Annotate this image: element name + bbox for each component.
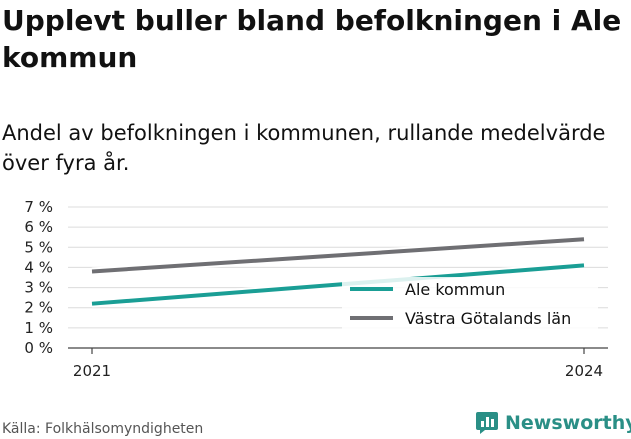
legend: Ale kommun Västra Götalands län	[342, 277, 598, 335]
series-lines	[91, 235, 585, 308]
y-axis-ticks: 0 % 1 % 2 % 3 % 4 % 5 % 6 % 7 %	[24, 198, 53, 357]
y-tick-label: 2 %	[24, 299, 53, 317]
y-tick-label: 5 %	[24, 238, 53, 256]
y-tick-label: 4 %	[24, 258, 53, 276]
chart-subtitle: Andel av befolkningen i kommunen, rullan…	[2, 121, 606, 175]
y-tick-label: 7 %	[24, 198, 53, 216]
source-note: Källa: Folkhälsomyndigheten	[2, 421, 204, 437]
y-tick-label: 3 %	[24, 279, 53, 297]
x-tick-label: 2021	[73, 362, 111, 380]
line-chart: 0 % 1 % 2 % 3 % 4 % 5 % 6 % 7 % 2021 2024 Ale ko…	[24, 198, 608, 380]
legend-background	[342, 277, 598, 335]
brand-logo: Newsworthy	[476, 408, 631, 438]
y-tick-label: 0 %	[24, 339, 53, 357]
brand-name: Newsworthy	[505, 412, 631, 434]
legend-label: Ale kommun	[405, 280, 505, 299]
x-tick-label: 2024	[565, 362, 603, 380]
bar-chart-logo-icon	[476, 412, 498, 434]
x-axis-ticks: 2021 2024	[73, 348, 603, 380]
chart-title: Upplevt buller bland befolkningen i Ale …	[2, 4, 622, 74]
legend-label: Västra Götalands län	[405, 309, 571, 328]
series-line-0	[91, 263, 585, 306]
y-tick-label: 6 %	[24, 218, 53, 236]
series-line-1	[91, 237, 585, 274]
y-tick-label: 1 %	[24, 319, 53, 337]
